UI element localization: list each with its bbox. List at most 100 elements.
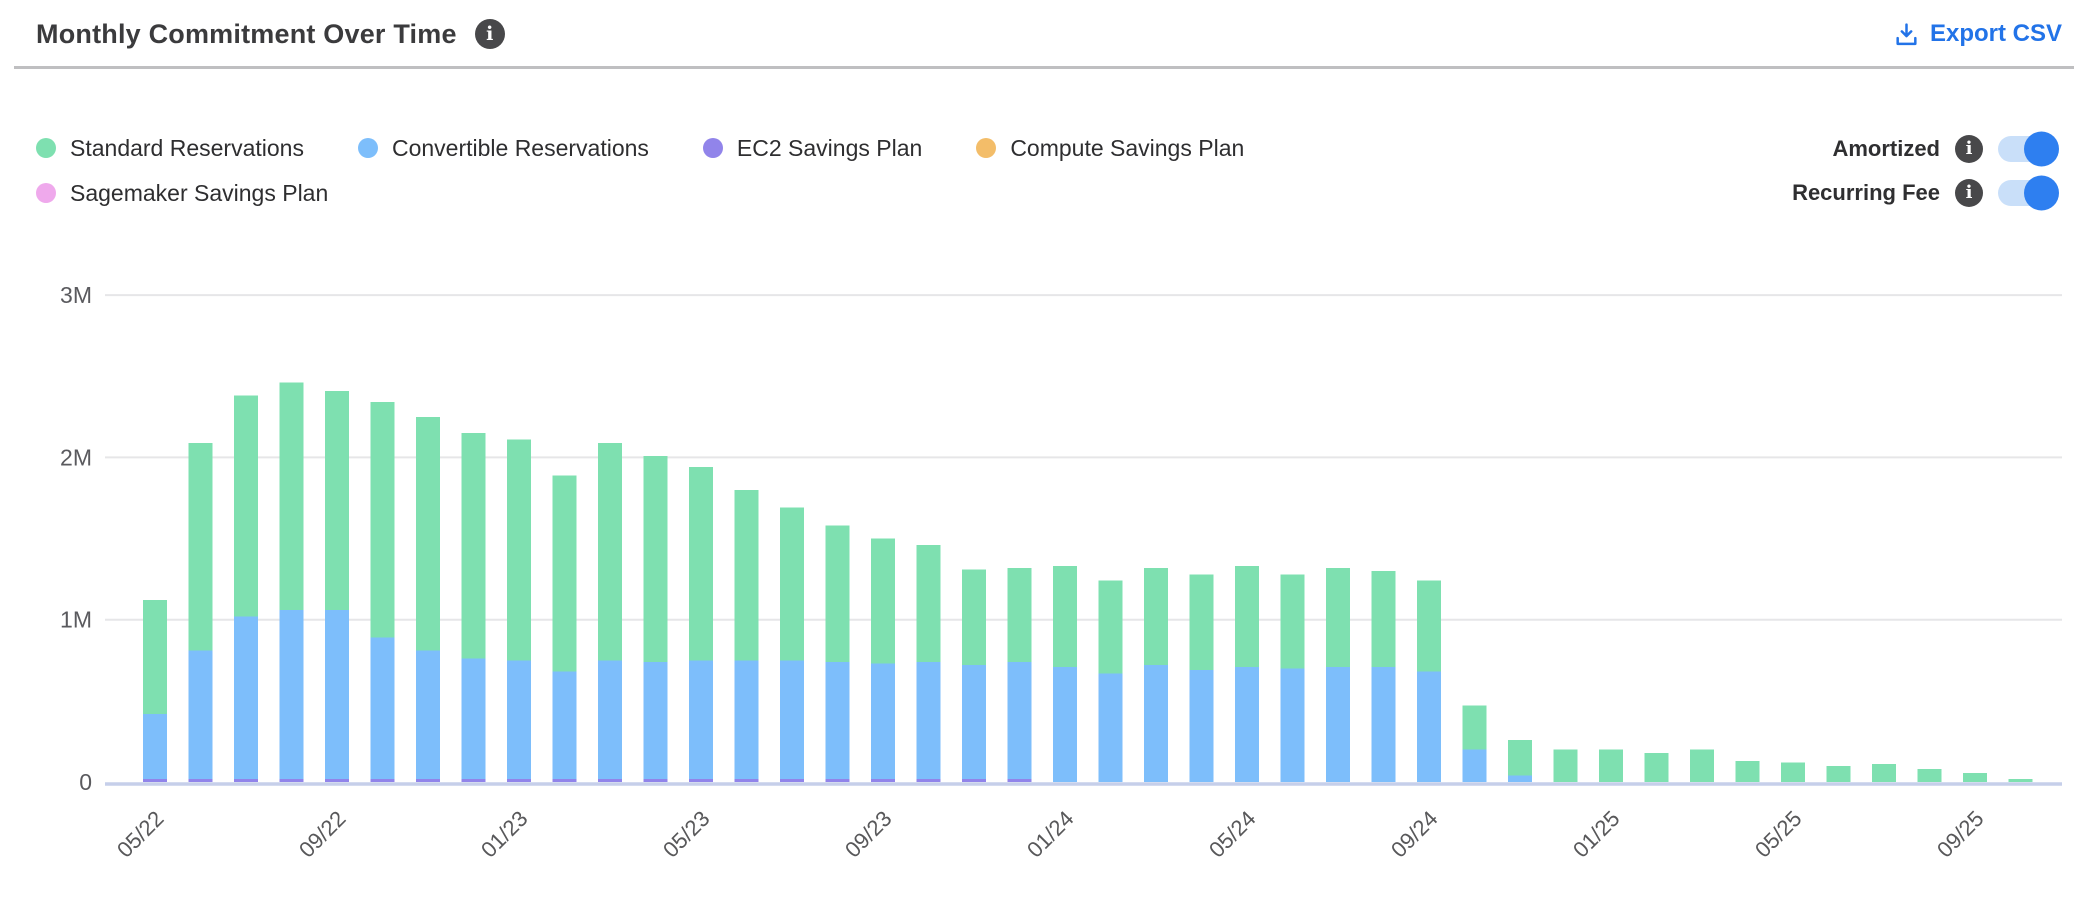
export-csv-button[interactable]: Export CSV	[1893, 20, 2062, 48]
bar-05-22[interactable]	[143, 600, 167, 782]
recurring-fee-toggle-row: Recurring Fee i	[1792, 175, 2060, 211]
bar-06-22[interactable]	[188, 442, 213, 782]
bar-segment	[1917, 769, 1942, 782]
bar-segment	[416, 778, 440, 782]
title-info-icon[interactable]: i	[474, 19, 505, 49]
bar-03-25[interactable]	[1690, 749, 1714, 782]
bar-segment	[780, 660, 804, 779]
bar-segment	[1235, 666, 1259, 782]
header-divider	[14, 66, 2074, 69]
bar-08-23[interactable]	[825, 525, 850, 782]
recurring-fee-info-icon[interactable]: i	[1955, 179, 1983, 207]
legend-item-compute-savings-plan[interactable]: Compute Savings Plan	[976, 134, 1244, 162]
bar-segment	[1098, 580, 1123, 674]
bar-09-24[interactable]	[1417, 580, 1441, 782]
bar-segment	[1326, 666, 1350, 782]
bar-11-22[interactable]	[416, 416, 440, 782]
bar-segment	[871, 778, 895, 782]
bar-12-22[interactable]	[461, 433, 486, 782]
legend-item-ec2-savings-plan[interactable]: EC2 Savings Plan	[702, 134, 922, 162]
bar-04-25[interactable]	[1735, 760, 1760, 782]
bar-segment	[598, 442, 622, 661]
bar-10-24[interactable]	[1462, 705, 1487, 782]
x-axis-label-09-22: 09/22	[294, 806, 351, 863]
bar-segment	[325, 778, 349, 782]
bar-segment	[188, 442, 213, 651]
bar-segment	[643, 661, 668, 779]
bar-01-24[interactable]	[1053, 566, 1077, 782]
bar-09-23[interactable]	[871, 538, 895, 782]
bar-segment	[1326, 567, 1350, 667]
bar-11-23[interactable]	[962, 569, 986, 782]
bar-10-22[interactable]	[370, 402, 395, 782]
bar-04-24[interactable]	[1189, 574, 1214, 782]
bar-02-24[interactable]	[1098, 580, 1123, 782]
bar-08-24[interactable]	[1371, 571, 1396, 782]
bar-06-24[interactable]	[1280, 574, 1305, 782]
bar-segment	[234, 778, 258, 782]
amortized-info-icon[interactable]: i	[1955, 135, 1983, 163]
bar-segment	[1644, 752, 1669, 782]
bar-segment	[552, 778, 577, 782]
bar-02-25[interactable]	[1644, 752, 1669, 782]
bar-08-25[interactable]	[1917, 769, 1942, 782]
bar-12-24[interactable]	[1553, 749, 1578, 782]
bar-08-22[interactable]	[279, 382, 304, 782]
bar-01-23[interactable]	[507, 439, 531, 782]
bar-09-22[interactable]	[325, 390, 349, 782]
legend-item-standard-reservations[interactable]: Standard Reservations	[36, 134, 304, 162]
legend-item-convertible-reservations[interactable]: Convertible Reservations	[357, 134, 649, 162]
bar-segment	[143, 778, 167, 782]
amortized-toggle[interactable]	[1998, 131, 2059, 167]
bar-segment	[188, 650, 213, 779]
bar-segment	[370, 402, 395, 638]
x-axis-label-05-23: 05/23	[658, 806, 715, 863]
bar-06-25[interactable]	[1826, 765, 1851, 782]
bar-05-23[interactable]	[689, 467, 713, 782]
bar-03-23[interactable]	[598, 442, 622, 782]
bar-07-25[interactable]	[1872, 764, 1896, 782]
bar-segment	[1508, 739, 1532, 776]
legend-item-sagemaker-savings-plan[interactable]: Sagemaker Savings Plan	[36, 179, 328, 207]
bar-segment	[1371, 666, 1396, 782]
bar-10-23[interactable]	[916, 545, 941, 782]
x-axis-label-01-25: 01/25	[1568, 806, 1625, 863]
bar-segment	[1189, 574, 1214, 671]
bar-03-24[interactable]	[1144, 567, 1168, 782]
bar-segment	[1872, 764, 1896, 782]
bar-segment	[1007, 661, 1032, 779]
bar-segment	[916, 545, 941, 662]
bar-11-24[interactable]	[1508, 739, 1532, 782]
bar-segment	[1280, 574, 1305, 669]
bar-07-24[interactable]	[1326, 567, 1350, 782]
bar-segment	[1553, 749, 1578, 782]
bar-01-25[interactable]	[1599, 749, 1623, 782]
bar-segment	[689, 660, 713, 779]
bar-09-25[interactable]	[1963, 773, 1987, 782]
bar-05-25[interactable]	[1781, 762, 1805, 782]
bar-segment	[461, 778, 486, 782]
x-axis-label-09-25: 09/25	[1932, 806, 1989, 863]
y-axis-label-3M: 3M	[60, 282, 92, 308]
bar-12-23[interactable]	[1007, 567, 1032, 782]
chart-legend: Standard Reservations Convertible Reserva…	[36, 134, 1456, 207]
bar-06-23[interactable]	[734, 489, 759, 782]
recurring-fee-toggle[interactable]	[1998, 175, 2059, 211]
x-axis-label-01-23: 01/23	[476, 806, 533, 863]
legend-dot	[36, 138, 56, 158]
bar-05-24[interactable]	[1235, 566, 1259, 782]
bar-segment	[234, 616, 258, 779]
bar-10-25[interactable]	[2008, 778, 2033, 782]
bar-07-22[interactable]	[234, 395, 258, 782]
bar-segment	[1417, 671, 1441, 782]
bar-segment	[552, 671, 577, 779]
toggle-knob	[2024, 131, 2059, 167]
bar-segment	[962, 778, 986, 782]
bar-04-23[interactable]	[643, 455, 668, 782]
bar-02-23[interactable]	[552, 475, 577, 782]
legend-dot	[36, 183, 56, 203]
bar-segment	[1189, 670, 1214, 782]
bar-07-23[interactable]	[780, 507, 804, 782]
legend-dot	[357, 138, 378, 158]
commitment-bar-chart[interactable]: 0 1M 2M 3M 05/22 09/22 01/23 05/23 09/23 01/24 05/…	[0, 272, 2088, 922]
